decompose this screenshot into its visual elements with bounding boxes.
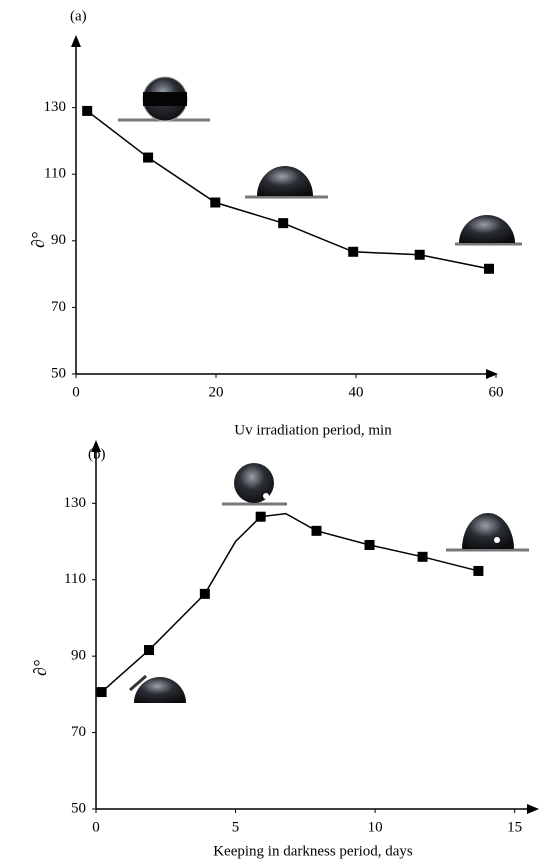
data-point	[199, 588, 210, 599]
data-point	[348, 246, 359, 257]
x-tick-label: 15	[507, 819, 522, 835]
data-point	[414, 249, 425, 260]
x-tick-label: 0	[72, 384, 80, 400]
data-point	[82, 105, 93, 116]
x-tick-label: 10	[368, 819, 383, 835]
data-point	[473, 565, 484, 576]
y-axis-arrow	[91, 440, 101, 452]
data-point	[255, 511, 266, 522]
x-tick-label: 20	[209, 384, 224, 400]
x-tick-label: 40	[349, 384, 364, 400]
data-point	[417, 551, 428, 562]
y-axis-label: ∂°	[30, 660, 50, 676]
data-point	[143, 152, 154, 163]
data-point	[364, 539, 375, 550]
data-point	[210, 197, 221, 208]
x-axis-arrow	[527, 804, 539, 814]
droplet-image	[455, 215, 522, 246]
y-tick-label: 50	[71, 800, 86, 816]
y-axis-label: ∂°	[28, 232, 48, 248]
data-point	[484, 263, 494, 274]
x-axis-label: Uv irradiation period, min	[234, 422, 392, 438]
droplet-image	[245, 166, 328, 199]
y-tick-label: 130	[44, 99, 67, 115]
y-tick-label: 50	[51, 365, 66, 381]
droplet-images	[118, 76, 529, 703]
data-point	[144, 645, 155, 656]
x-tick-label: 5	[232, 819, 240, 835]
droplet-image	[222, 463, 287, 506]
y-tick-label: 130	[64, 495, 87, 511]
droplet-image	[446, 513, 529, 552]
data-point	[96, 687, 107, 698]
panel-label: (a)	[70, 8, 87, 24]
data-point	[311, 525, 322, 536]
x-tick-label: 0	[92, 819, 100, 835]
x-axis-label: Keeping in darkness period, days	[213, 843, 413, 859]
y-tick-label: 90	[71, 648, 86, 664]
y-tick-label: 90	[51, 232, 66, 248]
y-axis-arrow	[71, 35, 81, 47]
droplet-image	[129, 674, 186, 703]
droplet-image	[118, 76, 210, 122]
y-tick-label: 110	[44, 166, 66, 182]
y-tick-label: 70	[71, 724, 86, 740]
panel-label: (b)	[88, 446, 106, 462]
data-line	[101, 512, 479, 693]
x-axis-arrow	[486, 369, 498, 379]
x-tick-label: 60	[489, 384, 504, 400]
data-point	[278, 218, 289, 229]
y-tick-label: 110	[64, 571, 86, 587]
y-tick-label: 70	[51, 299, 66, 315]
